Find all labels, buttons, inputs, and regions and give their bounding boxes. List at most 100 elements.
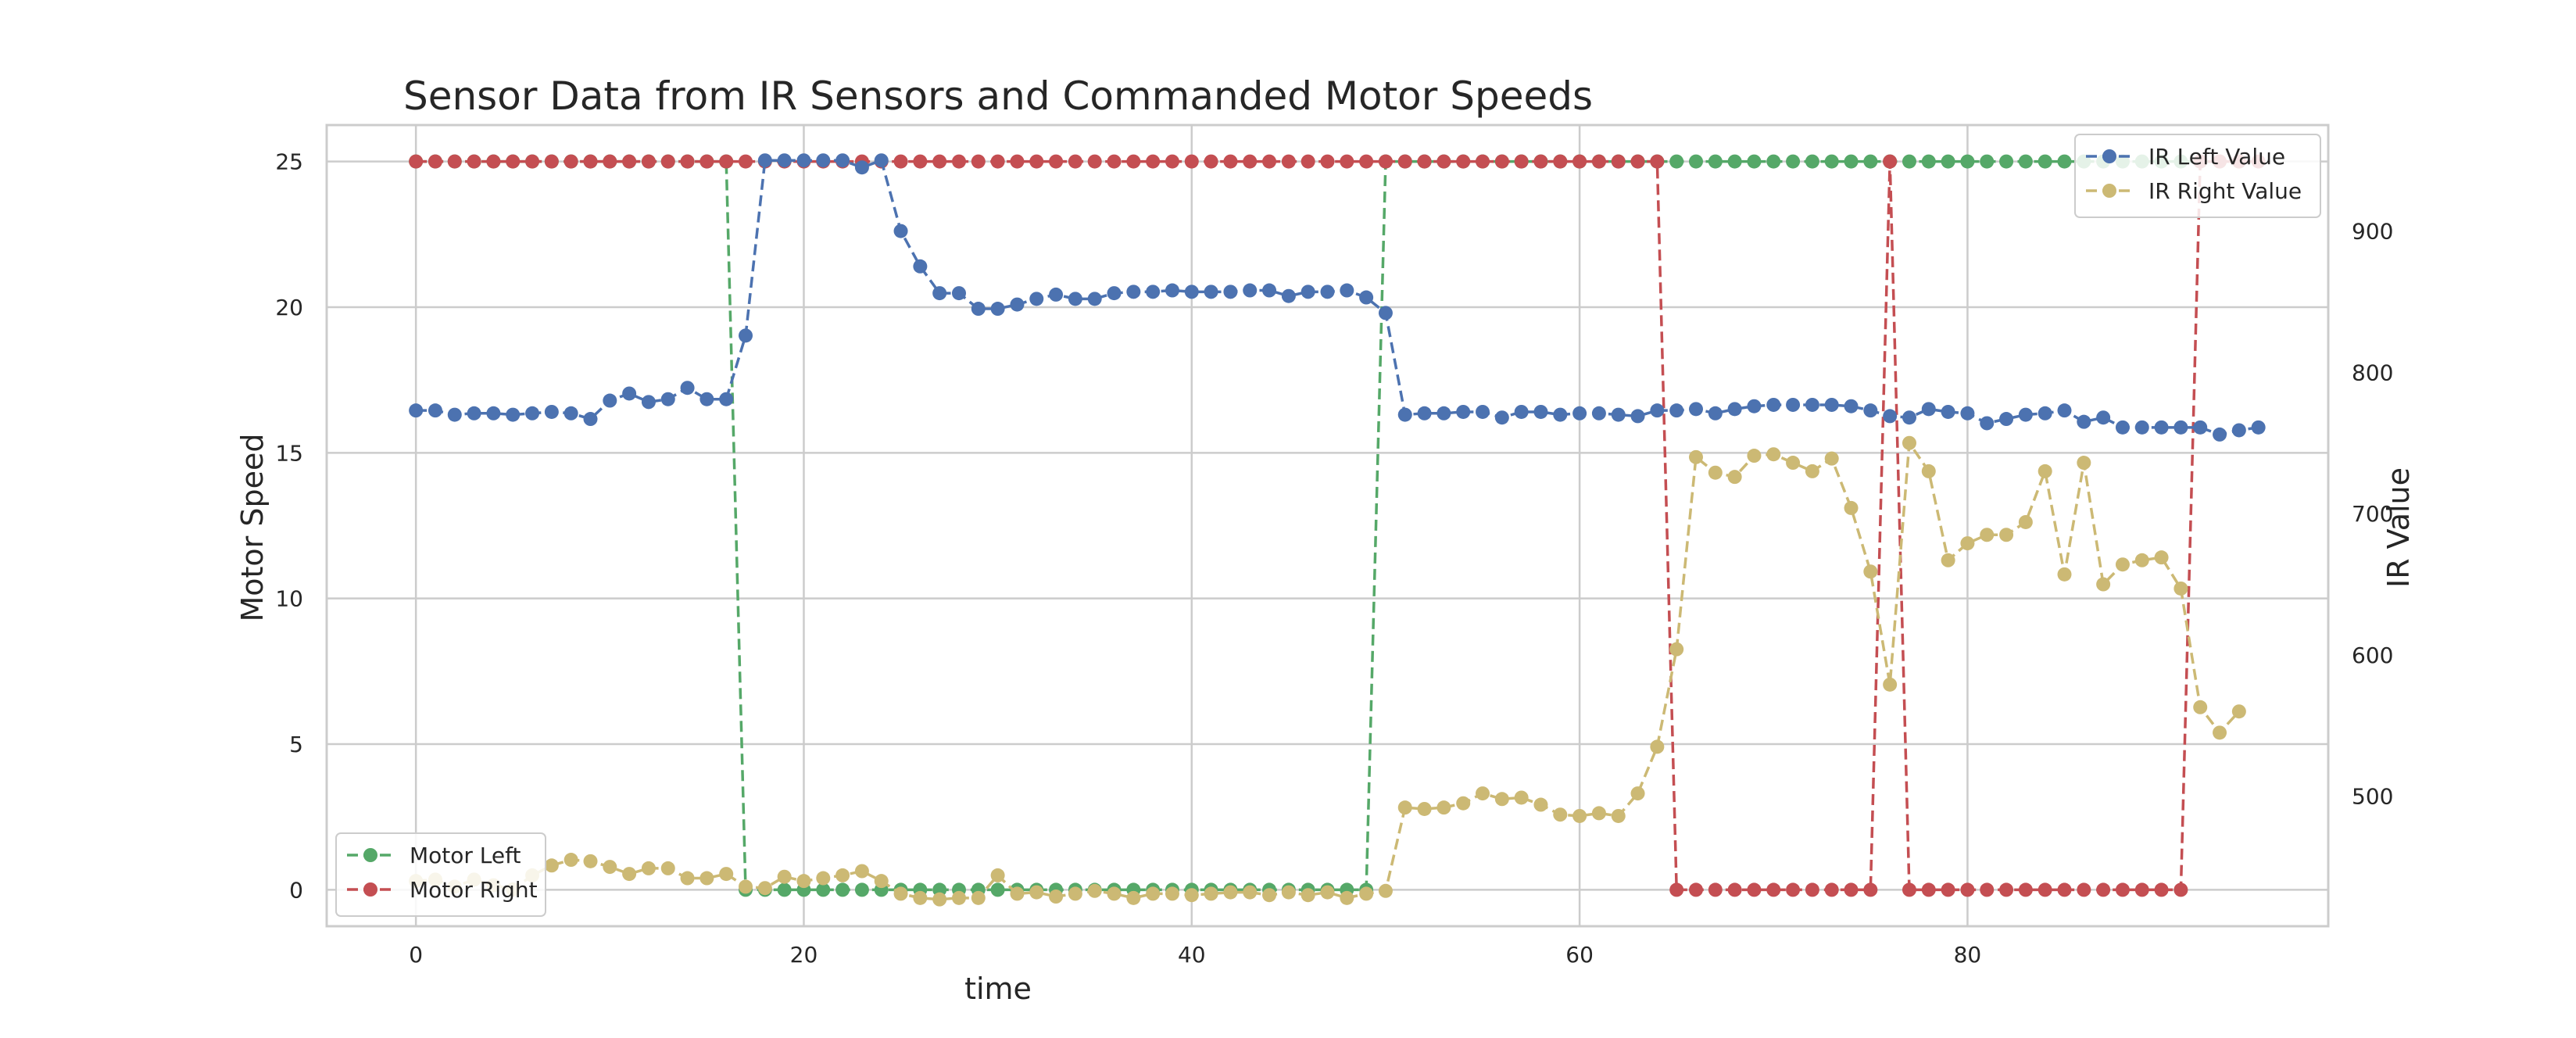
data-point-motor-right <box>564 154 578 169</box>
data-point-ir-right-value <box>1223 885 1238 900</box>
data-point-motor-left <box>1708 154 1723 169</box>
legend-swatch-marker <box>363 848 377 862</box>
data-point-motor-right <box>913 154 928 169</box>
data-point-motor-right <box>1786 882 1801 897</box>
data-point-motor-right <box>1689 882 1703 897</box>
data-point-motor-right <box>1883 154 1898 169</box>
x-tick-label: 80 <box>1954 942 1982 968</box>
data-point-ir-left-value <box>1591 406 1606 421</box>
data-point-motor-right <box>641 154 656 169</box>
data-point-ir-left-value <box>1417 406 1432 421</box>
data-point-motor-right <box>2077 882 2091 897</box>
data-point-motor-right <box>428 154 442 169</box>
legend-frame <box>2074 134 2321 218</box>
data-point-ir-left-value <box>1747 399 1762 413</box>
data-point-ir-left-value <box>1805 397 1819 412</box>
data-point-motor-left <box>816 882 831 897</box>
data-point-ir-left-value <box>971 302 986 317</box>
legend-entry-motor-left: Motor Left <box>347 843 521 868</box>
data-point-ir-right-value <box>1824 451 1839 466</box>
data-point-ir-left-value <box>544 404 559 419</box>
data-point-motor-right <box>1960 882 1975 897</box>
y-left-tick-label: 0 <box>289 877 303 903</box>
data-point-motor-right <box>952 154 966 169</box>
data-point-motor-left <box>1786 154 1801 169</box>
legend-entry-motor-right: Motor Right <box>347 877 538 903</box>
data-point-ir-left-value <box>1630 409 1645 424</box>
data-point-ir-left-value <box>1921 402 1936 417</box>
data-point-motor-left <box>1921 154 1936 169</box>
data-point-ir-left-value <box>1301 285 1315 299</box>
data-point-ir-left-value <box>1476 404 1490 419</box>
data-point-ir-left-value <box>1708 406 1723 421</box>
data-point-ir-left-value <box>1184 285 1199 299</box>
data-point-ir-left-value <box>641 395 656 410</box>
data-point-motor-right <box>1417 154 1432 169</box>
data-point-motor-left <box>2038 154 2052 169</box>
data-point-ir-right-value <box>1301 888 1315 903</box>
data-point-ir-right-value <box>603 860 617 875</box>
data-point-ir-left-value <box>1902 410 1916 425</box>
data-point-ir-right-value <box>2213 725 2227 740</box>
data-point-ir-left-value <box>2251 420 2266 435</box>
data-point-motor-right <box>1591 154 1606 169</box>
data-point-ir-right-value <box>1669 642 1684 657</box>
data-point-motor-left <box>1863 154 1878 169</box>
data-point-ir-right-value <box>1650 739 1665 754</box>
data-point-ir-left-value <box>2057 403 2072 418</box>
data-point-ir-left-value <box>699 392 714 406</box>
y-right-tick-label: 700 <box>2352 501 2393 527</box>
data-point-ir-left-value <box>1126 285 1141 299</box>
data-point-motor-right <box>1494 154 1509 169</box>
data-point-ir-right-value <box>1262 888 1277 903</box>
data-point-ir-right-value <box>1863 564 1878 579</box>
data-point-ir-left-value <box>952 286 966 301</box>
data-point-ir-left-value <box>1378 306 1393 320</box>
data-point-ir-left-value <box>2193 420 2208 435</box>
data-point-ir-left-value <box>1727 402 1742 417</box>
data-point-ir-left-value <box>680 381 695 396</box>
data-point-ir-right-value <box>2231 704 2246 719</box>
data-point-ir-left-value <box>486 406 501 421</box>
data-point-ir-left-value <box>2231 423 2246 438</box>
data-point-ir-right-value <box>1359 886 1374 901</box>
data-point-motor-left <box>1766 154 1781 169</box>
data-point-motor-right <box>1708 882 1723 897</box>
data-point-motor-right <box>1747 882 1762 897</box>
data-point-ir-right-value <box>1902 435 1916 450</box>
data-point-ir-right-value <box>2174 581 2188 596</box>
series-ir-left-value <box>409 153 2266 442</box>
data-point-ir-right-value <box>1689 449 1703 464</box>
data-point-motor-right <box>1727 882 1742 897</box>
legend-label: IR Right Value <box>2148 178 2302 204</box>
data-point-ir-right-value <box>1727 470 1742 485</box>
data-point-motor-right <box>932 154 947 169</box>
data-point-ir-right-value <box>1766 447 1781 462</box>
data-point-ir-left-value <box>506 407 521 422</box>
y-left-tick-label: 5 <box>289 732 303 757</box>
data-point-motor-right <box>971 154 986 169</box>
legend-swatch-marker <box>2102 184 2116 198</box>
data-point-ir-right-value <box>2154 550 2169 565</box>
data-point-ir-right-value <box>2134 553 2149 567</box>
data-point-ir-left-value <box>932 286 947 301</box>
data-point-ir-right-value <box>932 892 947 907</box>
data-point-motor-left <box>854 882 869 897</box>
data-point-ir-left-value <box>1669 403 1684 418</box>
data-point-motor-left <box>1805 154 1819 169</box>
y-right-tick-label: 900 <box>2352 219 2393 245</box>
data-point-ir-left-value <box>1340 283 1354 298</box>
data-point-motor-right <box>486 154 501 169</box>
data-point-motor-right <box>1436 154 1451 169</box>
data-point-motor-right <box>1029 154 1044 169</box>
data-point-motor-right <box>2174 882 2188 897</box>
data-point-ir-right-value <box>913 890 928 905</box>
data-point-motor-right <box>1766 882 1781 897</box>
data-point-motor-right <box>660 154 675 169</box>
data-point-motor-right <box>506 154 521 169</box>
data-point-ir-right-value <box>641 861 656 875</box>
data-point-motor-right <box>1340 154 1354 169</box>
legend-label: Motor Right <box>410 877 538 903</box>
data-point-ir-right-value <box>1805 464 1819 478</box>
